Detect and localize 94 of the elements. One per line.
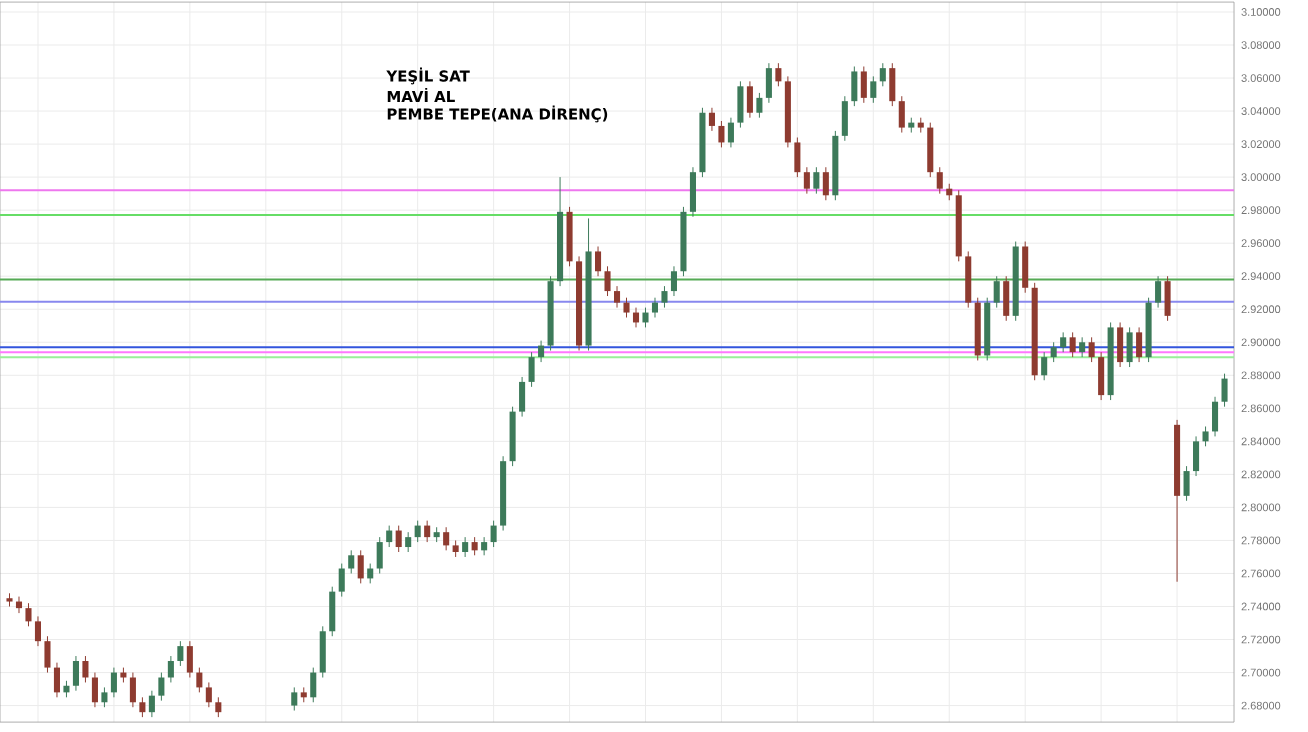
candlestick: [794, 137, 801, 178]
candlestick: [148, 690, 155, 718]
candlestick: [623, 297, 630, 318]
candlestick: [841, 95, 848, 142]
candlestick: [319, 625, 326, 678]
candlestick: [528, 351, 535, 388]
candlestick: [329, 586, 336, 637]
candlestick: [405, 531, 412, 553]
candlestick: [1022, 241, 1029, 294]
candlestick: [727, 117, 734, 148]
candlestick: [1098, 351, 1105, 401]
candlestick: [1117, 321, 1124, 368]
candlestick: [158, 672, 165, 702]
candlestick: [689, 166, 696, 218]
candlestick: [632, 307, 640, 328]
candlestick: [205, 681, 212, 708]
candlestick: [15, 596, 23, 614]
candlestick: [813, 166, 820, 195]
candlestick: [101, 686, 108, 708]
candlestick: [1069, 331, 1076, 358]
candlestick: [718, 120, 725, 148]
candlestick: [53, 662, 60, 698]
candlestick: [34, 615, 42, 647]
candlestick: [1164, 275, 1171, 322]
candlestick: [803, 166, 810, 195]
candlestick: [1221, 373, 1228, 408]
candlestick: [1136, 326, 1143, 363]
candlestick: [167, 655, 174, 683]
candlestick: [1126, 326, 1133, 368]
candlestick: [870, 75, 877, 104]
candlestick: [708, 107, 715, 132]
candlestick: [756, 92, 763, 119]
candlestick: [965, 250, 972, 309]
candlestick: [386, 525, 393, 548]
candlestick: [822, 166, 829, 201]
candlestick: [395, 525, 402, 553]
candlestick: [129, 672, 136, 708]
candlestick: [898, 95, 905, 134]
candlestick: [25, 602, 32, 627]
candlestick: [1041, 351, 1048, 381]
candlestick: [1155, 275, 1162, 309]
candlestick: [177, 640, 184, 667]
candlestick: [851, 65, 858, 107]
candlestick: [91, 672, 98, 708]
candlestick: [462, 536, 469, 558]
candlestick: [310, 667, 317, 703]
candlestick: [44, 635, 51, 674]
candlestick: [1202, 425, 1209, 447]
candlestick: [661, 285, 668, 309]
candlestick: [338, 563, 345, 598]
candlestick: [367, 563, 374, 584]
candlestick: [291, 686, 298, 712]
candlestick: [196, 667, 203, 693]
candlestick: [670, 265, 678, 297]
candlestick: [82, 655, 89, 683]
candlestick: [879, 62, 886, 87]
candlestick: [746, 80, 753, 119]
candlestick: [424, 520, 431, 543]
candlestick: [139, 696, 146, 718]
candlestick: [186, 640, 193, 678]
candlestick: [613, 285, 621, 309]
candlestick: [1212, 396, 1219, 437]
candlestick: [215, 696, 222, 718]
candlestick: [651, 297, 659, 318]
candlestick: [72, 655, 79, 692]
candlestick: [443, 526, 450, 551]
candlestick: [889, 62, 896, 107]
candlestick: [490, 520, 497, 548]
candlestick: [604, 265, 611, 297]
candlestick: [860, 65, 867, 104]
candlestick: [471, 536, 478, 556]
candlestick: [110, 667, 117, 698]
candlestick: [519, 376, 526, 418]
candlestick: [414, 520, 421, 543]
candlestick: [357, 549, 364, 584]
candlestick: [1193, 435, 1200, 477]
candlestick: [1079, 336, 1086, 358]
candlestick: [927, 122, 934, 178]
candlestick: [737, 80, 744, 129]
candlestick: [1088, 336, 1095, 363]
candlestick: [1050, 341, 1057, 363]
candlestick: [1003, 275, 1010, 322]
candlestick: [1060, 331, 1067, 353]
candlestick: [765, 62, 772, 104]
candlestick: [594, 245, 602, 277]
candlestick: [538, 340, 545, 363]
candlestick: [642, 307, 649, 328]
candlestick: [993, 275, 1000, 309]
candlestick: [481, 536, 488, 556]
candlestick: [936, 166, 943, 195]
candlestick: [1183, 465, 1190, 502]
candlestick: [348, 549, 355, 574]
candlestick: [775, 62, 782, 87]
candlestick: [376, 536, 383, 574]
